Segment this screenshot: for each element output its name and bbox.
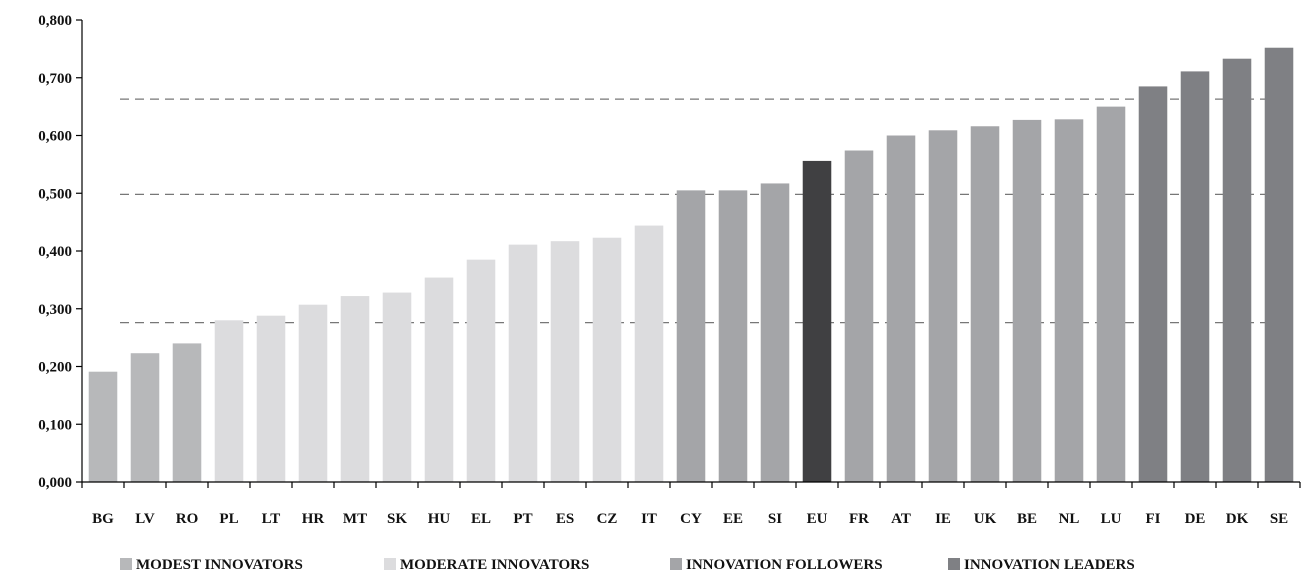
legend-entry-label: MODERATE INNOVATORS — [400, 557, 589, 573]
bar-el — [466, 259, 496, 482]
bar-ro — [172, 343, 202, 482]
legend: MODEST INNOVATORS MODERATE INNOVATORS INNO… — [120, 557, 1135, 573]
category-label-fi: FI — [1146, 511, 1161, 527]
category-label-es: ES — [556, 511, 574, 527]
bar-sk — [382, 292, 412, 482]
y-tick-label: 0,000 — [38, 475, 72, 491]
legend-swatch — [384, 558, 396, 570]
category-label-de: DE — [1185, 511, 1206, 527]
x-category-labels: BG LV RO PL LT HR MT SK HU EL PT ES CZ IT CY EE SI EU FR AT… — [81, 482, 1301, 527]
bar-uk — [970, 126, 1000, 482]
bar-dk — [1222, 58, 1252, 482]
legend-swatch — [120, 558, 132, 570]
y-tick-label: 0,100 — [38, 417, 72, 433]
category-label-ro: RO — [176, 511, 199, 527]
y-tick-label: 0,500 — [38, 186, 72, 202]
category-label-ie: IE — [935, 511, 951, 527]
category-label-hr: HR — [302, 511, 325, 527]
bar-lu — [1096, 106, 1126, 482]
category-label-eu: EU — [807, 511, 828, 527]
category-label-pl: PL — [219, 511, 238, 527]
legend-swatch — [670, 558, 682, 570]
bar-si — [760, 183, 790, 482]
category-label-pt: PT — [513, 511, 532, 527]
bar-ie — [928, 130, 958, 483]
bar-mt — [340, 296, 370, 482]
category-label-se: SE — [1270, 511, 1288, 527]
category-label-dk: DK — [1226, 511, 1249, 527]
category-label-cz: CZ — [597, 511, 618, 527]
category-label-hu: HU — [428, 511, 451, 527]
category-label-uk: UK — [974, 511, 997, 527]
category-label-lv: LV — [135, 511, 155, 527]
y-tick-label: 0,800 — [38, 13, 72, 29]
category-label-at: AT — [891, 511, 911, 527]
legend-swatch — [948, 558, 960, 570]
category-label-bg: BG — [92, 511, 114, 527]
category-label-sk: SK — [387, 511, 407, 527]
category-label-nl: NL — [1059, 511, 1080, 527]
category-label-lu: LU — [1101, 511, 1122, 527]
bar-se — [1264, 47, 1294, 482]
category-label-lt: LT — [262, 511, 281, 527]
bar-fr — [844, 150, 874, 482]
bar-it — [634, 225, 664, 482]
legend-entry-label: INNOVATION FOLLOWERS — [686, 557, 883, 573]
bar-at — [886, 135, 916, 482]
bar-nl — [1054, 119, 1084, 482]
legend-entry-label: MODEST INNOVATORS — [136, 557, 303, 573]
legend-entry-label: INNOVATION LEADERS — [964, 557, 1135, 573]
bar-cz — [592, 237, 622, 482]
bar-de — [1180, 71, 1210, 483]
y-tick-label: 0,200 — [38, 360, 72, 376]
bars — [88, 47, 1294, 483]
category-label-mt: MT — [343, 511, 367, 527]
y-tick-label: 0,400 — [38, 244, 72, 260]
category-label-fr: FR — [849, 511, 869, 527]
y-tick-label: 0,700 — [38, 71, 72, 87]
bar-cy — [676, 190, 706, 483]
bar-lv — [130, 353, 160, 482]
bar-bg — [88, 371, 118, 482]
bar-be — [1012, 119, 1042, 482]
category-label-ee: EE — [723, 511, 743, 527]
y-tick-label: 0,600 — [38, 129, 72, 145]
category-label-si: SI — [768, 511, 782, 527]
bar-eu — [802, 160, 832, 482]
bar-es — [550, 241, 580, 482]
bar-hr — [298, 304, 328, 482]
bar-fi — [1138, 86, 1168, 482]
category-label-it: IT — [641, 511, 657, 527]
category-label-el: EL — [471, 511, 491, 527]
bar-pl — [214, 320, 244, 482]
category-label-be: BE — [1017, 511, 1037, 527]
y-tick-label: 0,300 — [38, 302, 72, 318]
bar-hu — [424, 277, 454, 482]
y-tick-labels: 0,000 0,100 0,200 0,300 0,400 0,500 0,600 0,700… — [38, 13, 82, 491]
category-label-cy: CY — [680, 511, 702, 527]
bar-lt — [256, 315, 286, 482]
bar-pt — [508, 244, 538, 482]
bar-ee — [718, 190, 748, 483]
